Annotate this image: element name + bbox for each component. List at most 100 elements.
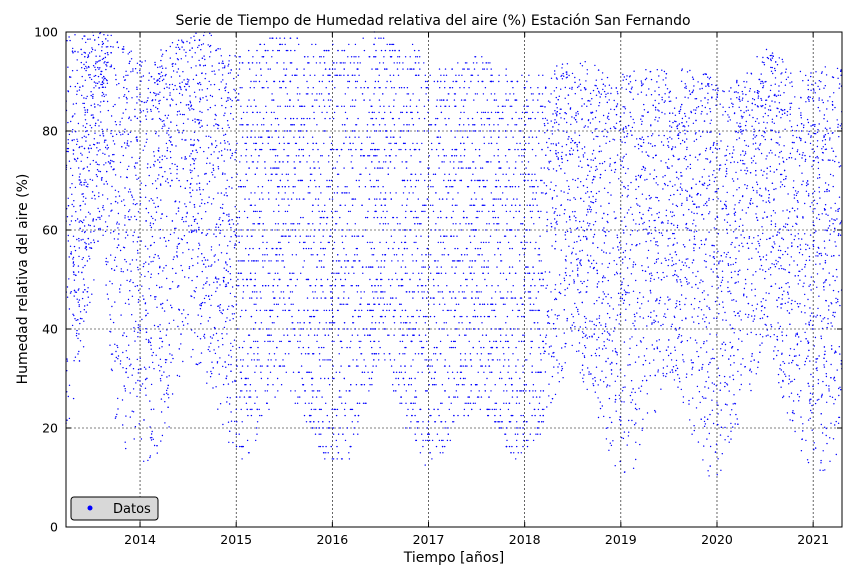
data-point <box>685 258 687 260</box>
data-point <box>634 407 637 410</box>
data-point <box>355 365 358 367</box>
data-point <box>101 46 103 48</box>
data-point <box>107 109 110 112</box>
data-point <box>769 170 772 172</box>
data-point <box>641 218 643 220</box>
data-point <box>778 131 780 134</box>
data-point <box>774 101 776 103</box>
data-point <box>77 271 80 273</box>
data-point <box>204 302 206 304</box>
data-point <box>401 309 403 312</box>
data-point <box>719 285 722 287</box>
data-point <box>742 230 744 232</box>
data-point <box>703 397 705 399</box>
data-point <box>447 192 450 194</box>
data-point <box>612 308 614 310</box>
data-point <box>458 161 460 163</box>
data-point <box>284 43 286 46</box>
data-point <box>135 382 137 384</box>
data-point <box>337 105 339 108</box>
data-point <box>145 141 147 143</box>
data-point <box>376 291 378 293</box>
data-point <box>724 311 726 314</box>
data-point <box>249 384 252 386</box>
data-point <box>720 200 722 202</box>
data-point <box>513 328 515 330</box>
data-point <box>88 52 91 54</box>
data-point <box>87 55 90 57</box>
data-point <box>82 278 85 280</box>
data-point <box>446 309 449 312</box>
data-point <box>799 303 801 305</box>
data-point <box>653 169 656 171</box>
data-point <box>731 152 734 154</box>
data-point <box>650 196 652 199</box>
data-point <box>690 187 693 189</box>
data-point <box>609 163 611 165</box>
data-point <box>306 117 308 120</box>
data-point <box>555 208 557 210</box>
data-point <box>605 347 607 349</box>
data-point <box>344 130 347 132</box>
data-point <box>609 127 612 130</box>
data-point <box>512 285 514 287</box>
data-point <box>802 180 804 182</box>
data-point <box>614 217 616 220</box>
data-point <box>571 313 573 315</box>
data-point <box>445 272 447 274</box>
data-point <box>160 337 162 339</box>
data-point <box>78 237 80 240</box>
data-point <box>532 204 534 206</box>
data-point <box>375 179 378 182</box>
data-point <box>151 183 154 185</box>
data-point <box>490 192 492 194</box>
data-point <box>664 113 666 115</box>
data-point <box>158 347 161 349</box>
data-point <box>543 123 546 125</box>
data-point <box>113 238 116 240</box>
data-point <box>771 245 773 248</box>
data-point <box>306 80 308 83</box>
data-point <box>524 148 526 151</box>
data-point <box>276 229 278 231</box>
data-point <box>203 333 206 336</box>
data-point <box>343 192 346 194</box>
data-point <box>580 226 583 228</box>
data-point <box>601 370 603 372</box>
data-point <box>401 204 403 206</box>
data-point <box>145 101 147 103</box>
data-point <box>402 68 404 70</box>
data-point <box>86 166 89 168</box>
data-point <box>379 241 381 244</box>
data-point <box>633 325 635 327</box>
data-point <box>240 229 242 231</box>
data-point <box>669 120 671 123</box>
data-point <box>92 93 94 96</box>
data-point <box>705 147 708 150</box>
data-point <box>715 84 717 87</box>
data-point <box>792 134 794 137</box>
data-point <box>702 280 704 283</box>
data-point <box>514 148 516 151</box>
data-point <box>473 309 476 312</box>
data-point <box>635 458 637 461</box>
data-point <box>412 260 414 262</box>
data-point <box>148 174 150 177</box>
data-point <box>497 155 499 157</box>
data-point <box>344 439 347 442</box>
data-point <box>561 365 563 368</box>
data-point <box>360 291 362 293</box>
data-point <box>571 330 573 332</box>
data-point <box>633 70 635 72</box>
data-point <box>430 377 433 380</box>
data-point <box>408 192 410 194</box>
data-point <box>177 68 180 70</box>
data-point <box>606 331 609 333</box>
data-point <box>228 63 230 65</box>
data-point <box>587 211 589 213</box>
data-point <box>206 281 208 283</box>
data-point <box>144 60 146 62</box>
data-point <box>278 210 280 213</box>
data-point <box>477 247 479 250</box>
data-point <box>218 88 220 91</box>
